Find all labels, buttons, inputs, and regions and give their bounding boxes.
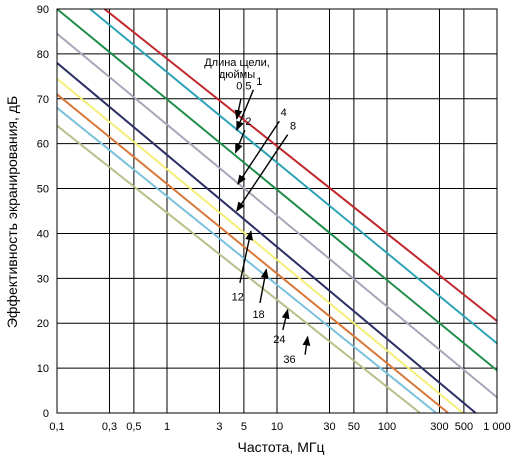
annotation-arrow (239, 230, 253, 283)
y-tick-label: 60 (37, 139, 49, 151)
x-tick-label: 0,1 (49, 421, 64, 433)
annotation-arrow (259, 268, 269, 304)
y-tick-labels: 0 10 20 30 40 50 60 70 80 90 (37, 4, 49, 420)
series-line-12 (57, 77, 464, 413)
y-tick-label: 10 (37, 363, 49, 375)
y-tick-label: 20 (37, 318, 49, 330)
series-label: 0,5 (236, 80, 251, 92)
series-label: 36 (283, 354, 295, 366)
x-tick-label: 0,5 (126, 421, 141, 433)
series-label: 18 (252, 309, 264, 321)
x-tick-label: 10 (271, 421, 283, 433)
plot-frame (56, 8, 498, 414)
series-line-18 (57, 93, 449, 413)
y-tick-label: 80 (37, 49, 49, 61)
series-label: 12 (232, 291, 244, 303)
y-tick-label: 30 (37, 273, 49, 285)
annotation-arrow (302, 335, 311, 355)
x-tick-label: 1 000 (483, 421, 511, 433)
series-label: 4 (281, 107, 287, 119)
series-line-4 (57, 32, 497, 399)
y-tick-label: 40 (37, 228, 49, 240)
x-tick-label: 500 (455, 421, 473, 433)
series-line-1 (89, 9, 497, 345)
series-line-0-5 (103, 9, 497, 322)
y-tick-label: 70 (37, 94, 49, 106)
series-label: 2 (245, 116, 251, 128)
annotation-arrow (236, 89, 255, 132)
x-tick-label: 1 (164, 421, 170, 433)
y-tick-label: 90 (37, 4, 49, 16)
annotation-arrow (237, 120, 280, 185)
x-axis-title: Частота, МГц (238, 439, 325, 455)
series-label: 8 (290, 121, 296, 133)
series-lines (57, 9, 497, 413)
x-tick-label: 30 (323, 421, 335, 433)
annotation-arrow (234, 98, 243, 120)
annotation-arrow (281, 308, 290, 331)
x-tick-labels: 0,1 0,3 0,5 1 3 5 10 30 50 100 300 500 1 000 (49, 421, 510, 433)
y-tick-label: 50 (37, 184, 49, 196)
grid (56, 8, 498, 414)
series-line-36 (57, 124, 421, 413)
series-label: 1 (256, 76, 262, 88)
x-tick-label: 0,3 (102, 421, 117, 433)
annotation-arrow (236, 134, 289, 212)
x-tick-label: 50 (348, 421, 360, 433)
series-label: 24 (273, 334, 285, 346)
legend-title: Длина щели, дюймы (204, 57, 270, 81)
x-tick-label: 5 (241, 421, 247, 433)
y-axis-title: Эффективность экранирования, дБ (4, 96, 20, 328)
x-tick-label: 100 (378, 421, 396, 433)
y-tick-label: 0 (43, 408, 49, 420)
x-tick-label: 300 (430, 421, 448, 433)
series-line-8 (57, 62, 477, 413)
series-line-24 (57, 107, 437, 413)
series-line-2 (57, 9, 497, 372)
annotation-arrow (234, 129, 246, 154)
x-tick-label: 3 (216, 421, 222, 433)
